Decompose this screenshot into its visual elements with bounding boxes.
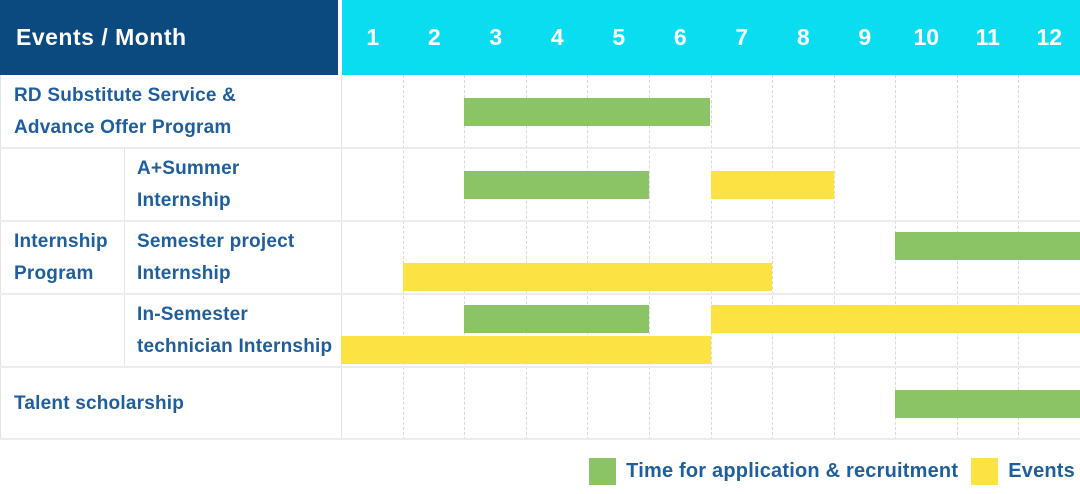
month-gridline bbox=[833, 75, 835, 440]
table-bottom-border bbox=[0, 438, 1080, 440]
month-number: 11 bbox=[975, 24, 1000, 50]
label-column-divider bbox=[124, 148, 125, 367]
legend-swatch-events bbox=[971, 458, 999, 485]
legend: Time for application & recruitment Events bbox=[589, 458, 1075, 485]
month-gridline bbox=[710, 75, 712, 440]
month-header-7: 7 bbox=[711, 0, 773, 75]
gantt-bar-events-in-semester-technician-internship bbox=[341, 336, 711, 364]
month-header-5: 5 bbox=[588, 0, 650, 75]
row-separator bbox=[0, 147, 1080, 149]
gantt-bar-application-semester-project-internship bbox=[895, 232, 1080, 260]
month-number: 10 bbox=[913, 24, 940, 50]
month-header-8: 8 bbox=[773, 0, 835, 75]
month-gridline bbox=[525, 75, 527, 440]
corner-header-label: Events / Month bbox=[16, 24, 187, 50]
legend-item-application: Time for application & recruitment bbox=[589, 458, 958, 485]
month-header-10: 10 bbox=[896, 0, 958, 75]
month-header-6: 6 bbox=[650, 0, 712, 75]
month-number: 3 bbox=[489, 24, 503, 50]
month-number: 9 bbox=[858, 24, 872, 50]
chart-left-border bbox=[341, 75, 342, 440]
month-number: 2 bbox=[427, 24, 441, 50]
group-label-line: Program bbox=[14, 262, 94, 284]
row-label-line: Semester project bbox=[137, 230, 295, 252]
legend-label: Events bbox=[1008, 460, 1075, 482]
month-header-12: 12 bbox=[1019, 0, 1080, 75]
row-label-semester-project-internship: Semester project Internship bbox=[124, 221, 341, 294]
row-label-talent-scholarship: Talent scholarship bbox=[0, 367, 341, 440]
month-gridline bbox=[464, 75, 466, 440]
month-gridline bbox=[772, 75, 774, 440]
row-separator bbox=[0, 366, 1080, 368]
corner-header-cell: Events / Month bbox=[0, 0, 338, 75]
legend-item-events: Events bbox=[971, 458, 1075, 485]
gantt-bar-events-a-plus-summer-internship bbox=[710, 171, 834, 199]
row-label-line: RD Substitute Service & bbox=[14, 84, 237, 106]
gantt-bar-events-in-semester-technician-internship bbox=[710, 305, 1080, 333]
row-label-line: Advance Offer Program bbox=[14, 116, 232, 138]
row-label-line: A+Summer bbox=[137, 157, 240, 179]
month-number: 1 bbox=[366, 24, 380, 50]
gantt-bar-application-talent-scholarship bbox=[895, 390, 1080, 418]
legend-swatch-application bbox=[589, 458, 617, 485]
gantt-bar-application-rd-substitute bbox=[464, 98, 711, 126]
month-header-3: 3 bbox=[465, 0, 527, 75]
month-number: 8 bbox=[796, 24, 810, 50]
month-header-11: 11 bbox=[957, 0, 1019, 75]
month-number: 12 bbox=[1036, 24, 1063, 50]
month-gridline bbox=[648, 75, 650, 440]
month-header-9: 9 bbox=[834, 0, 896, 75]
month-number: 4 bbox=[550, 24, 564, 50]
month-header-row: 1 2 3 4 5 6 7 8 9 10 11 12 bbox=[342, 0, 1080, 75]
month-gridline bbox=[587, 75, 589, 440]
legend-label: Time for application & recruitment bbox=[626, 460, 959, 482]
month-number: 5 bbox=[612, 24, 626, 50]
table-left-border bbox=[0, 75, 1, 440]
row-label-line: Internship bbox=[137, 189, 231, 211]
row-label-in-semester-technician-internship: In-Semester technician Internship bbox=[124, 294, 341, 367]
gantt-bar-events-semester-project-internship bbox=[402, 263, 773, 291]
row-separator bbox=[0, 293, 1080, 295]
row-label-line: Internship bbox=[137, 262, 231, 284]
row-label-line: technician Internship bbox=[137, 335, 333, 357]
row-separator bbox=[0, 220, 1080, 222]
month-header-2: 2 bbox=[404, 0, 466, 75]
group-label-internship-program: Internship Program bbox=[0, 148, 124, 367]
month-number: 7 bbox=[735, 24, 749, 50]
month-number: 6 bbox=[673, 24, 687, 50]
group-label-line: Internship bbox=[14, 230, 108, 252]
row-label-rd-substitute: RD Substitute Service & Advance Offer Pro… bbox=[0, 75, 341, 148]
month-header-1: 1 bbox=[342, 0, 404, 75]
row-label-a-plus-summer-internship: A+Summer Internship bbox=[124, 148, 341, 221]
row-label-line: Talent scholarship bbox=[14, 392, 185, 414]
gantt-bar-application-in-semester-technician-internship bbox=[464, 305, 649, 333]
month-gridline bbox=[402, 75, 404, 440]
month-header-4: 4 bbox=[527, 0, 589, 75]
gantt-bar-application-a-plus-summer-internship bbox=[464, 171, 649, 199]
row-label-line: In-Semester bbox=[137, 303, 248, 325]
